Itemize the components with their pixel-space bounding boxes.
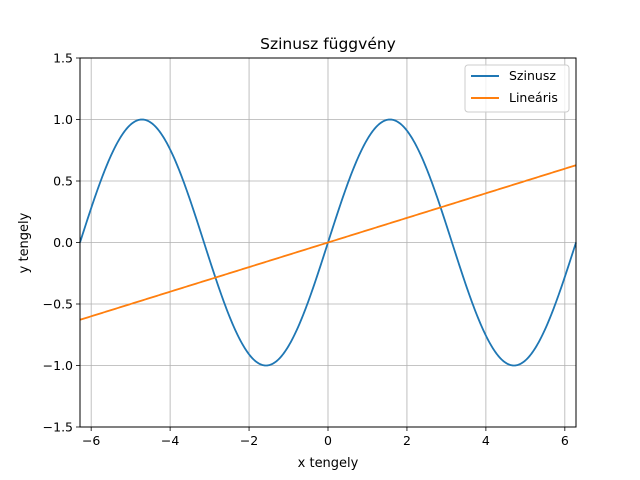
legend-label-szinusz: Szinusz (509, 68, 556, 83)
y-tick-label: 1.5 (53, 51, 73, 66)
chart-title: Szinusz függvény (260, 35, 396, 53)
y-axis-ticks: −1.5 −1.0 −0.5 0.0 0.5 1.0 1.5 (43, 51, 80, 435)
x-tick-label: 4 (482, 433, 490, 448)
series-layer (79, 118, 577, 367)
x-tick-label: 0 (324, 433, 332, 448)
y-tick-label: 0.0 (53, 235, 73, 250)
x-axis-label: x tengely (298, 456, 359, 471)
y-tick-label: 0.5 (53, 174, 73, 189)
legend-label-linearis: Lineáris (509, 90, 558, 105)
y-tick-label: −0.5 (43, 297, 73, 312)
series-line-linearis (79, 164, 577, 321)
legend: Szinusz Lineáris (464, 64, 570, 113)
x-axis-ticks: −6 −4 −2 0 2 4 6 (82, 427, 569, 448)
x-tick-label: 6 (561, 433, 569, 448)
x-tick-label: 2 (403, 433, 411, 448)
y-tick-label: 1.0 (53, 112, 73, 127)
x-tick-label: −6 (82, 433, 100, 448)
y-axis-label: y tengely (17, 212, 32, 273)
x-tick-label: −2 (240, 433, 258, 448)
y-tick-label: −1.0 (43, 358, 73, 373)
y-tick-label: −1.5 (43, 420, 73, 435)
x-tick-label: −4 (161, 433, 179, 448)
